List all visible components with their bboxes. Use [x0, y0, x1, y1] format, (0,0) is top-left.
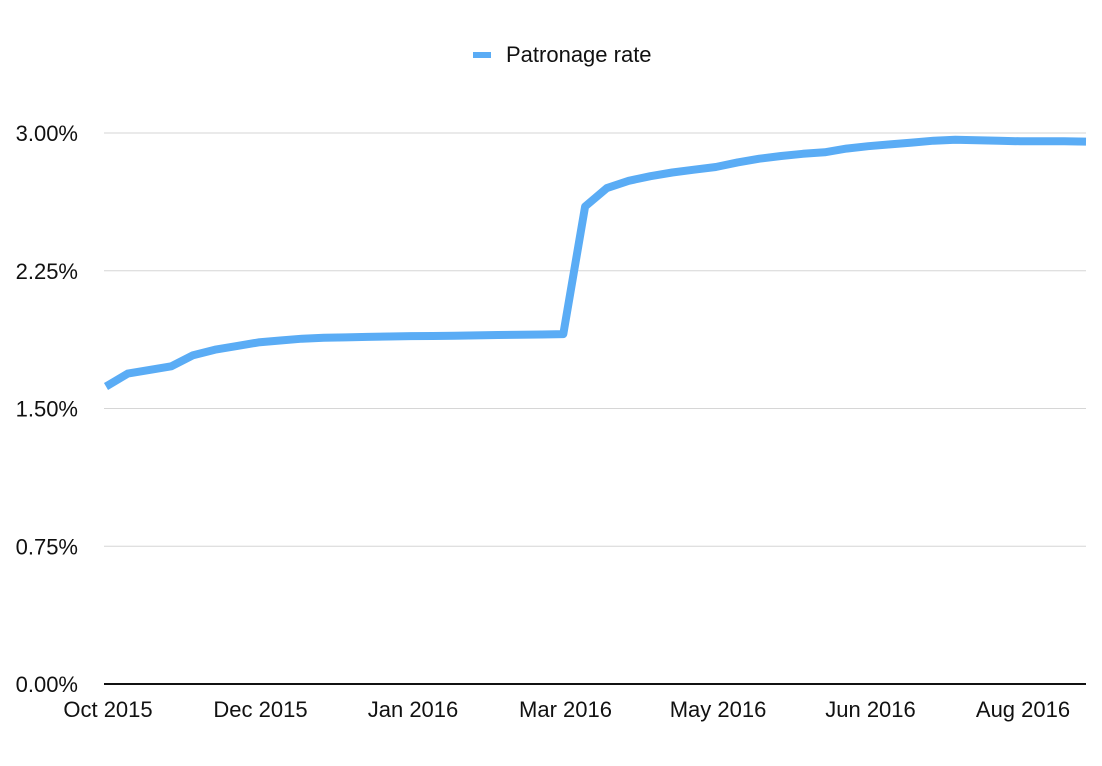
grid-lines — [104, 132, 1086, 547]
y-tick-label: 3.00% — [16, 121, 78, 146]
y-tick-label: 1.50% — [16, 397, 78, 422]
x-tick-label: Jun 2016 — [825, 697, 916, 722]
y-tick-label: 0.75% — [16, 534, 78, 559]
x-tick-label: Aug 2016 — [976, 697, 1070, 722]
x-tick-label: May 2016 — [670, 697, 767, 722]
x-tick-label: Dec 2015 — [213, 697, 307, 722]
legend: Patronage rate — [473, 42, 652, 67]
y-tick-label: 2.25% — [16, 259, 78, 284]
x-tick-label: Jan 2016 — [368, 697, 459, 722]
series-layer — [103, 135, 1087, 390]
series-line — [103, 135, 1087, 390]
legend-label: Patronage rate — [506, 42, 652, 67]
x-tick-label: Mar 2016 — [519, 697, 612, 722]
y-tick-label: 0.00% — [16, 672, 78, 697]
x-axis-ticks: Oct 2015 Dec 2015 Jan 2016 Mar 2016 May 2016… — [63, 697, 1070, 722]
x-tick-label: Oct 2015 — [63, 697, 152, 722]
y-axis-ticks: 0.00% 0.75% 1.50% 2.25% 3.00% — [16, 121, 78, 697]
